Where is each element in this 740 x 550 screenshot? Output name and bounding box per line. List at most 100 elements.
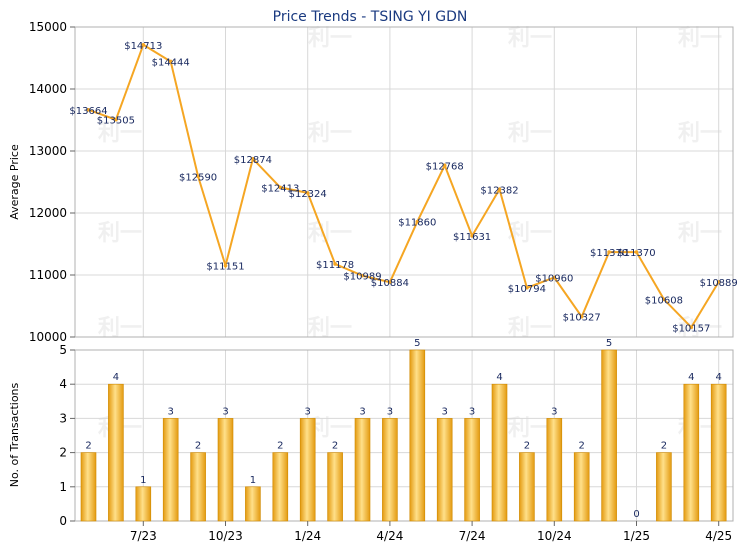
transaction-count-label: 4 [113, 372, 119, 383]
transaction-count-label: 3 [305, 406, 311, 417]
watermark-text: 利一 [308, 26, 352, 51]
price-data-label: $13664 [69, 106, 107, 117]
price-y-axis-title: Average Price [8, 144, 21, 220]
transaction-count-label: 5 [606, 338, 612, 349]
price-data-label: $10157 [672, 323, 710, 334]
transaction-bar [573, 452, 590, 522]
price-point [607, 250, 611, 254]
price-data-label: $11370 [590, 248, 628, 259]
watermark-text: 利一 [308, 221, 352, 246]
price-data-label: $12768 [426, 161, 464, 172]
price-point [305, 191, 310, 195]
transactions-y-tick-label: 4 [59, 377, 67, 391]
transaction-bar [80, 452, 97, 522]
transaction-bar [601, 349, 617, 522]
watermark-text: 利一 [508, 221, 552, 246]
price-data-label: $14713 [124, 41, 162, 52]
price-y-ticks: 10000 11000 12000 13000 14000 15000 [29, 20, 75, 344]
transaction-count-label: 2 [524, 441, 530, 452]
price-line [88, 43, 720, 329]
transaction-count-label: 1 [250, 475, 256, 486]
price-point [552, 275, 557, 280]
price-point [689, 325, 694, 330]
watermark-text: 利一 [98, 221, 142, 246]
price-data-label: $12324 [289, 189, 327, 200]
price-y-tick-label: 14000 [29, 82, 67, 96]
transaction-bar [656, 452, 672, 522]
transaction-bar [190, 452, 206, 522]
price-data-label: $11178 [316, 260, 354, 271]
transactions-y-tick-label: 5 [59, 343, 67, 357]
price-point [86, 108, 91, 112]
price-point [333, 262, 337, 266]
transaction-bar [245, 486, 261, 522]
transaction-count-label: 2 [579, 441, 585, 452]
price-data-label: $11370 [617, 248, 655, 259]
transaction-bar [683, 383, 700, 522]
chart-title: Price Trends - TSING YI GDN [273, 9, 468, 25]
transaction-count-label: 1 [140, 475, 146, 486]
transaction-bars [80, 349, 727, 522]
watermark-text: 利一 [508, 26, 552, 51]
transactions-y-tick-label: 2 [59, 446, 67, 460]
price-point [470, 234, 474, 238]
price-point [716, 280, 721, 284]
price-data-label: $14444 [152, 57, 190, 68]
transaction-count-label: 3 [222, 406, 228, 417]
price-point [251, 157, 255, 161]
price-point [168, 59, 173, 64]
x-tick-label: 1/24 [294, 529, 321, 543]
price-data-label: $10889 [700, 278, 738, 289]
transaction-count-label: 2 [661, 441, 667, 452]
price-data-label: $12874 [234, 155, 272, 166]
price-data-label: $12382 [480, 185, 518, 196]
price-point [415, 219, 420, 224]
price-y-tick-label: 11000 [29, 268, 67, 282]
transaction-count-label: 3 [469, 406, 475, 417]
x-tick-label: 10/24 [537, 529, 572, 543]
transaction-bar [546, 418, 563, 522]
transactions-plot-frame [74, 349, 734, 522]
price-point [525, 285, 529, 290]
transaction-bar [710, 383, 727, 522]
price-point [360, 273, 365, 278]
x-tick-label: 4/24 [376, 529, 403, 543]
transaction-bar [519, 452, 535, 522]
price-point [196, 174, 200, 179]
price-point [442, 163, 447, 168]
price-data-label: $12413 [261, 183, 299, 194]
x-tick-label: 7/24 [459, 529, 486, 543]
price-plot-frame [74, 26, 734, 338]
x-tick-label: 4/25 [705, 529, 732, 543]
transaction-count-label: 4 [688, 372, 694, 383]
transaction-bar [108, 383, 124, 522]
price-data-label: $11631 [453, 232, 491, 243]
price-data-label: $10960 [535, 273, 573, 284]
price-data-label: $10989 [343, 272, 381, 283]
watermark-text: 利一 [678, 121, 722, 146]
transaction-bar [162, 418, 179, 522]
transaction-labels: 2 4 1 3 2 3 1 2 3 2 3 3 5 3 3 4 2 3 2 5 0 2 4 4 [85, 338, 722, 520]
transaction-count-label: 3 [359, 406, 365, 417]
price-data-label: $11860 [398, 218, 436, 229]
transactions-y-axis-title: No. of Transactions [8, 382, 21, 487]
x-tick-label: 10/23 [208, 529, 243, 543]
transactions-y-tick-label: 1 [59, 480, 67, 494]
price-data-label: $13505 [97, 116, 135, 127]
x-axis-ticks: 7/23 10/23 1/24 4/24 7/24 10/24 1/25 4/25 [130, 521, 732, 543]
transaction-bar [135, 486, 152, 522]
price-data-label: $12590 [179, 172, 217, 183]
transaction-bar [327, 452, 343, 522]
transaction-count-label: 2 [195, 441, 201, 452]
price-point [634, 250, 639, 254]
watermark-text: 利一 [508, 121, 552, 146]
transactions-y-tick-label: 0 [59, 514, 67, 528]
transaction-bar [272, 452, 289, 522]
watermark-text: 利一 [98, 121, 142, 146]
price-point [497, 187, 502, 192]
price-data-label: $11151 [206, 262, 244, 273]
transaction-count-label: 3 [442, 406, 448, 417]
watermark-text: 利一 [678, 221, 722, 246]
transaction-bar [382, 418, 398, 522]
